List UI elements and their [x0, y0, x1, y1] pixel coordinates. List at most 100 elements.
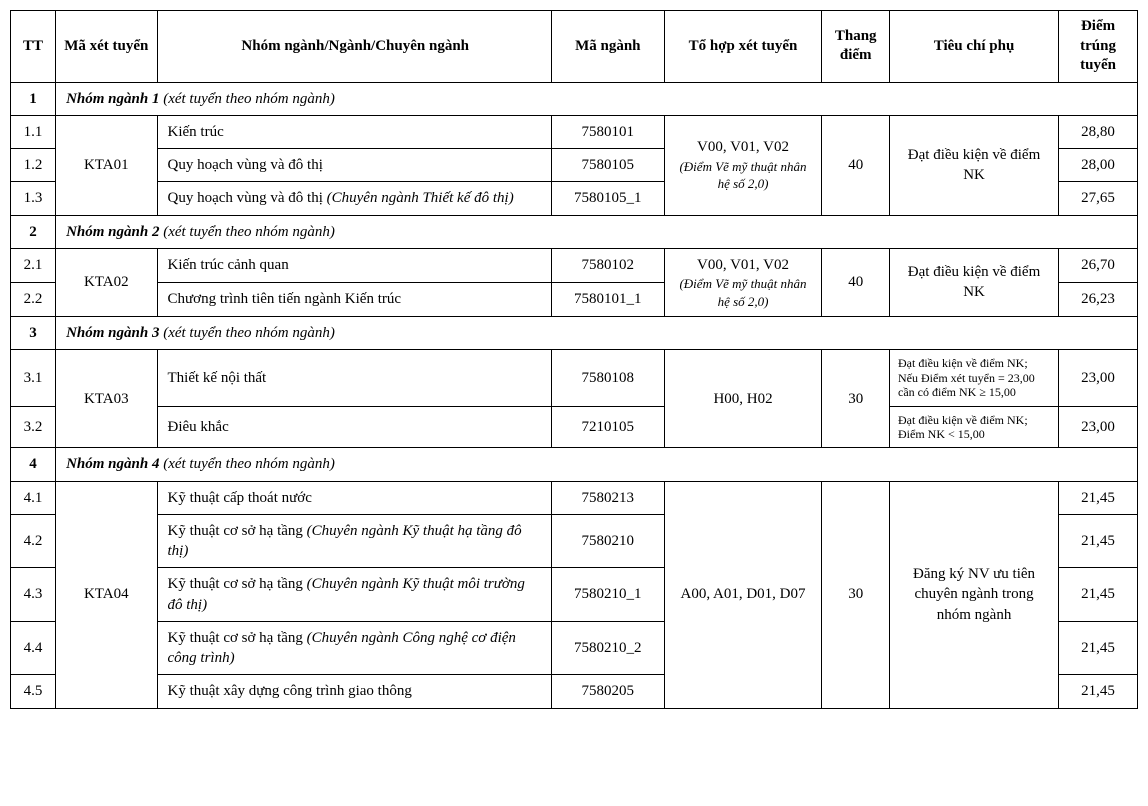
cell-tt: 3.1	[11, 350, 56, 406]
cell-code: 7210105	[551, 406, 664, 448]
cell-tt: 3.2	[11, 406, 56, 448]
cell-code: 7580210_1	[551, 568, 664, 622]
cell-name: Kỹ thuật xây dựng công trình giao thông	[157, 675, 551, 708]
cell-name: Chương trình tiên tiến ngành Kiến trúc	[157, 282, 551, 316]
th-ma: Mã xét tuyển	[56, 11, 157, 83]
cell-code: 7580210_2	[551, 621, 664, 675]
group-header-1: 1 Nhóm ngành 1 (xét tuyển theo nhóm ngàn…	[11, 82, 1138, 115]
cell-score: 28,00	[1059, 149, 1138, 182]
group-label-cell: Nhóm ngành 3 (xét tuyển theo nhóm ngành)	[56, 317, 1138, 350]
cell-combo: H00, H02	[664, 350, 822, 448]
th-code: Mã ngành	[551, 11, 664, 83]
cell-tt: 1.3	[11, 182, 56, 215]
group-label: Nhóm ngành 1	[66, 91, 159, 107]
cell-code: 7580105_1	[551, 182, 664, 215]
group-header-3: 3 Nhóm ngành 3 (xét tuyển theo nhóm ngàn…	[11, 317, 1138, 350]
cell-name: Kỹ thuật cơ sở hạ tầng (Chuyên ngành Côn…	[157, 621, 551, 675]
group-label: Nhóm ngành 2	[66, 224, 159, 240]
group-label-cell: Nhóm ngành 1 (xét tuyển theo nhóm ngành)	[56, 82, 1138, 115]
cell-ma: KTA03	[56, 350, 157, 448]
cell-code: 7580213	[551, 481, 664, 514]
cell-name: Quy hoạch vùng và đô thị (Chuyên ngành T…	[157, 182, 551, 215]
cell-name: Điêu khắc	[157, 406, 551, 448]
cell-scale: 30	[822, 481, 890, 708]
group-tt: 3	[11, 317, 56, 350]
cell-scale: 30	[822, 350, 890, 448]
th-name: Nhóm ngành/Ngành/Chuyên ngành	[157, 11, 551, 83]
cell-score: 27,65	[1059, 182, 1138, 215]
cell-crit: Đăng ký NV ưu tiên chuyên ngành trong nh…	[890, 481, 1059, 708]
cell-tt: 4.4	[11, 621, 56, 675]
cell-tt: 4.3	[11, 568, 56, 622]
group-suffix: (xét tuyển theo nhóm ngành)	[159, 224, 334, 240]
group-label-cell: Nhóm ngành 2 (xét tuyển theo nhóm ngành)	[56, 215, 1138, 248]
cell-score: 26,23	[1059, 282, 1138, 316]
cell-score: 28,80	[1059, 115, 1138, 148]
cell-code: 7580101	[551, 115, 664, 148]
cell-crit: Đạt điều kiện về điểm NK; Điểm NK < 15,0…	[890, 406, 1059, 448]
table-row: 2.1 KTA02 Kiến trúc cảnh quan 7580102 V0…	[11, 248, 1138, 282]
combo-main: V00, V01, V02	[697, 257, 789, 273]
cell-code: 7580101_1	[551, 282, 664, 316]
cell-scale: 40	[822, 115, 890, 215]
cell-tt: 4.5	[11, 675, 56, 708]
cell-name: Kỹ thuật cơ sở hạ tầng (Chuyên ngành Kỹ …	[157, 514, 551, 568]
cell-crit: Đạt điều kiện về điểm NK; Nếu Điểm xét t…	[890, 350, 1059, 406]
cell-crit: Đạt điều kiện về điểm NK	[890, 115, 1059, 215]
cell-ma: KTA01	[56, 115, 157, 215]
combo-sub: (Điểm Vẽ mỹ thuật nhân hệ số 2,0)	[673, 275, 814, 310]
cell-combo: A00, A01, D01, D07	[664, 481, 822, 708]
cell-ma: KTA02	[56, 248, 157, 316]
th-scale: Thang điểm	[822, 11, 890, 83]
group-label-cell: Nhóm ngành 4 (xét tuyển theo nhóm ngành)	[56, 448, 1138, 481]
cell-code: 7580102	[551, 248, 664, 282]
cell-tt: 2.2	[11, 282, 56, 316]
cell-name: Quy hoạch vùng và đô thị	[157, 149, 551, 182]
th-tt: TT	[11, 11, 56, 83]
cell-tt: 1.2	[11, 149, 56, 182]
cell-code: 7580105	[551, 149, 664, 182]
cell-score: 26,70	[1059, 248, 1138, 282]
group-tt: 4	[11, 448, 56, 481]
cell-name: Kỹ thuật cơ sở hạ tầng (Chuyên ngành Kỹ …	[157, 568, 551, 622]
cell-tt: 4.1	[11, 481, 56, 514]
cell-score: 21,45	[1059, 568, 1138, 622]
table-header: TT Mã xét tuyển Nhóm ngành/Ngành/Chuyên …	[11, 11, 1138, 83]
cell-score: 21,45	[1059, 514, 1138, 568]
group-tt: 2	[11, 215, 56, 248]
cell-scale: 40	[822, 248, 890, 316]
group-header-2: 2 Nhóm ngành 2 (xét tuyển theo nhóm ngàn…	[11, 215, 1138, 248]
table-row: 1.1 KTA01 Kiến trúc 7580101 V00, V01, V0…	[11, 115, 1138, 148]
group-label: Nhóm ngành 4	[66, 456, 159, 472]
group-header-4: 4 Nhóm ngành 4 (xét tuyển theo nhóm ngàn…	[11, 448, 1138, 481]
name-main: Quy hoạch vùng và đô thị	[168, 190, 327, 206]
group-suffix: (xét tuyển theo nhóm ngành)	[159, 325, 334, 341]
th-score: Điểm trúng tuyển	[1059, 11, 1138, 83]
cell-tt: 2.1	[11, 248, 56, 282]
admission-table: TT Mã xét tuyển Nhóm ngành/Ngành/Chuyên …	[10, 10, 1138, 709]
cell-score: 23,00	[1059, 350, 1138, 406]
cell-code: 7580205	[551, 675, 664, 708]
cell-score: 21,45	[1059, 481, 1138, 514]
combo-sub: (Điểm Vẽ mỹ thuật nhân hệ số 2,0)	[673, 158, 814, 193]
cell-name: Kiến trúc cảnh quan	[157, 248, 551, 282]
name-main: Kỹ thuật cơ sở hạ tầng	[168, 523, 307, 539]
table-row: 4.1 KTA04 Kỹ thuật cấp thoát nước 758021…	[11, 481, 1138, 514]
name-paren: (Chuyên ngành Thiết kế đô thị)	[327, 190, 514, 206]
cell-name: Kỹ thuật cấp thoát nước	[157, 481, 551, 514]
group-label: Nhóm ngành 3	[66, 325, 159, 341]
cell-score: 21,45	[1059, 621, 1138, 675]
cell-tt: 4.2	[11, 514, 56, 568]
name-main: Kỹ thuật cơ sở hạ tầng	[168, 576, 307, 592]
cell-tt: 1.1	[11, 115, 56, 148]
cell-combo: V00, V01, V02 (Điểm Vẽ mỹ thuật nhân hệ …	[664, 248, 822, 316]
cell-score: 23,00	[1059, 406, 1138, 448]
cell-crit: Đạt điều kiện về điểm NK	[890, 248, 1059, 316]
cell-ma: KTA04	[56, 481, 157, 708]
name-main: Kỹ thuật cơ sở hạ tầng	[168, 630, 307, 646]
cell-code: 7580108	[551, 350, 664, 406]
th-crit: Tiêu chí phụ	[890, 11, 1059, 83]
group-suffix: (xét tuyển theo nhóm ngành)	[159, 456, 334, 472]
cell-score: 21,45	[1059, 675, 1138, 708]
cell-code: 7580210	[551, 514, 664, 568]
